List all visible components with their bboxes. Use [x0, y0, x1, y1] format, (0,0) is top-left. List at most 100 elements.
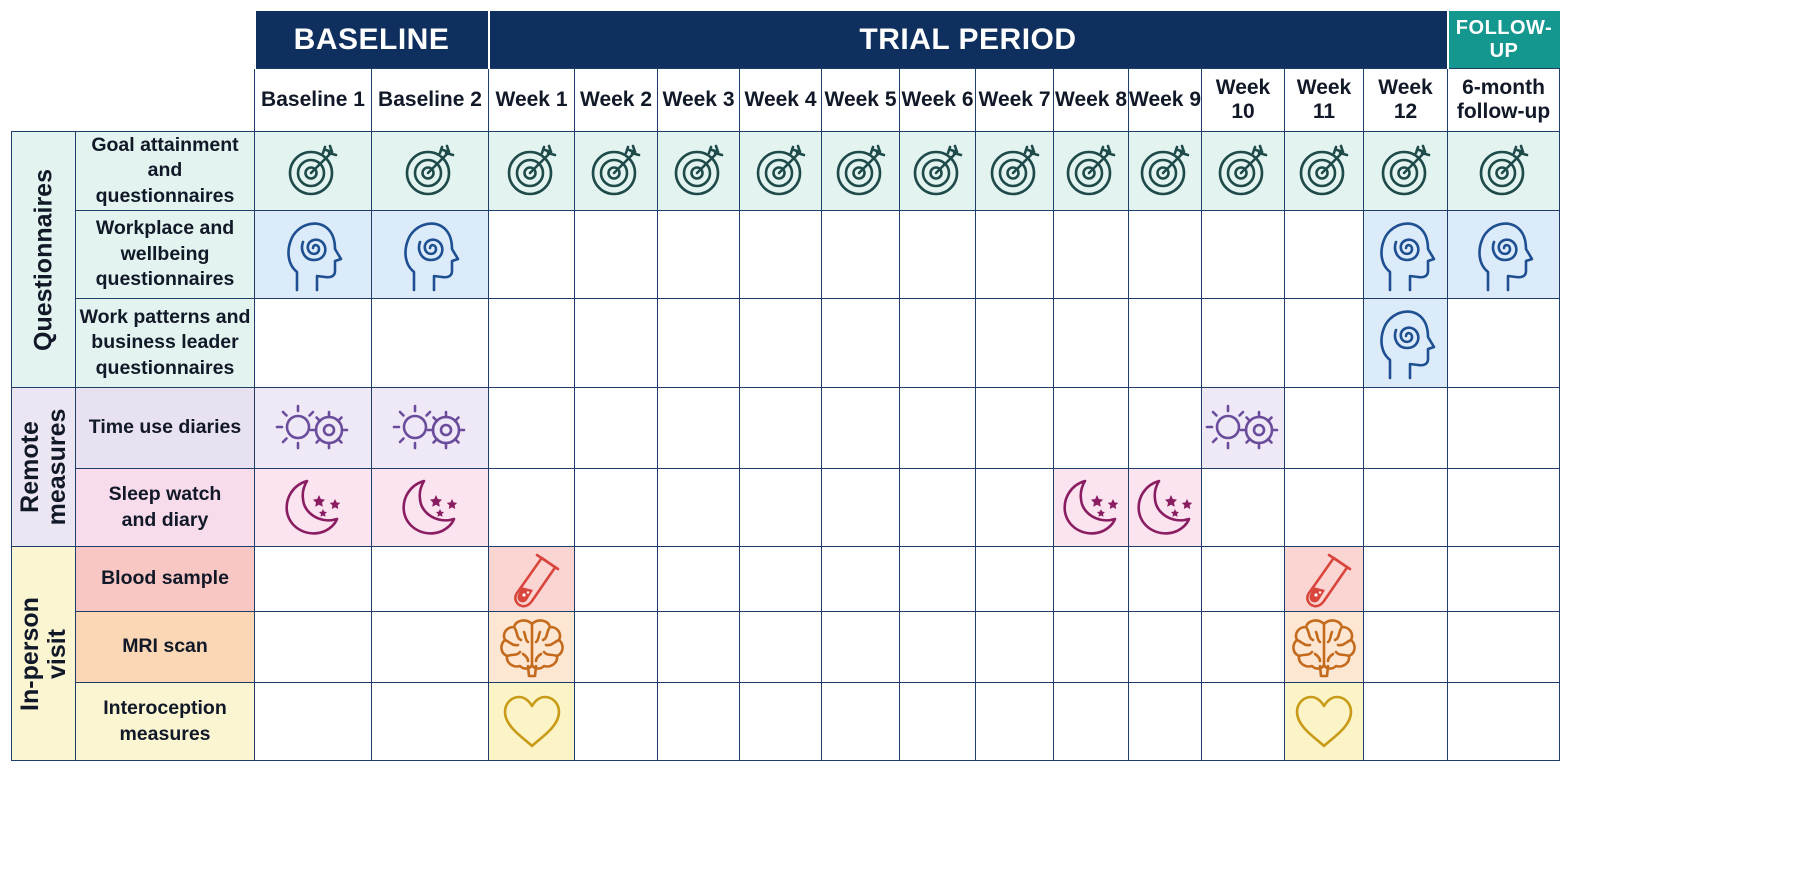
scheduled-cell	[254, 468, 372, 547]
empty-cell	[1447, 611, 1560, 683]
target-icon	[740, 144, 821, 198]
row-label: Interoception measures	[75, 682, 255, 761]
scheduled-cell	[1284, 546, 1364, 612]
scheduled-cell	[1447, 131, 1560, 211]
row-label: Sleep watch and diary	[75, 468, 255, 547]
empty-cell	[1128, 298, 1202, 388]
empty-cell	[739, 611, 822, 683]
empty-cell	[657, 611, 740, 683]
table-row: Workplace and wellbeing questionnaires	[12, 210, 1560, 299]
empty-cell	[1053, 546, 1129, 612]
empty-cell	[657, 546, 740, 612]
empty-cell	[821, 210, 900, 299]
table-row: Interoception measures	[12, 682, 1560, 761]
empty-cell	[574, 210, 658, 299]
column-header: Week 11	[1284, 68, 1364, 132]
corner-blank-2	[11, 68, 255, 132]
scheduled-cell	[1363, 131, 1448, 211]
scheduled-cell	[371, 387, 489, 469]
empty-cell	[1201, 298, 1285, 388]
target-icon	[1202, 144, 1284, 198]
scheduled-cell	[371, 468, 489, 547]
target-icon	[976, 144, 1053, 198]
empty-cell	[821, 682, 900, 761]
phase-header-row: BASELINE TRIAL PERIOD FOLLOW-UP	[11, 11, 1560, 69]
column-header: Week 8	[1053, 68, 1129, 132]
empty-cell	[1284, 468, 1364, 547]
empty-cell	[975, 387, 1054, 469]
test-tube-icon	[489, 549, 574, 609]
column-header: Week 9	[1128, 68, 1202, 132]
scheduled-cell	[899, 131, 976, 211]
empty-cell	[574, 682, 658, 761]
heart-icon	[489, 694, 574, 750]
head-spiral-icon	[1448, 216, 1559, 294]
empty-cell	[254, 611, 372, 683]
empty-cell	[1201, 468, 1285, 547]
head-spiral-icon	[372, 216, 488, 294]
head-spiral-icon	[1364, 304, 1447, 382]
scheduled-cell	[1053, 131, 1129, 211]
empty-cell	[1284, 387, 1364, 469]
empty-cell	[975, 611, 1054, 683]
empty-cell	[1363, 468, 1448, 547]
section-label-questionnaires: Questionnaires	[11, 131, 76, 388]
phase-header-baseline: BASELINE	[253, 11, 489, 69]
column-header: Week 1	[488, 68, 575, 132]
empty-cell	[1447, 387, 1560, 469]
scheduled-cell	[975, 131, 1054, 211]
moon-stars-icon	[255, 477, 371, 539]
empty-cell	[657, 682, 740, 761]
scheduled-cell	[488, 131, 575, 211]
scheduled-cell	[821, 131, 900, 211]
table-row: Sleep watch and diary	[12, 468, 1560, 547]
empty-cell	[1447, 682, 1560, 761]
empty-cell	[1128, 682, 1202, 761]
empty-cell	[574, 468, 658, 547]
column-header: Week 4	[739, 68, 822, 132]
scheduled-cell	[1284, 611, 1364, 683]
empty-cell	[739, 468, 822, 547]
empty-cell	[657, 468, 740, 547]
column-header: 6-month follow-up	[1447, 68, 1560, 132]
scheduled-cell	[1128, 468, 1202, 547]
scheduled-cell	[488, 611, 575, 683]
head-spiral-icon	[1364, 216, 1447, 294]
column-header: Baseline 2	[371, 68, 489, 132]
target-icon	[575, 144, 657, 198]
table-row: Remote measures Time use diaries	[11, 387, 1560, 547]
scheduled-cell	[739, 131, 822, 211]
corner-blank	[11, 11, 255, 69]
empty-cell	[254, 546, 372, 612]
row-label: Blood sample	[75, 546, 255, 612]
empty-cell	[739, 387, 822, 469]
scheduled-cell	[1053, 468, 1129, 547]
section-label-in-person-visit: In-person visit	[11, 546, 76, 761]
row-label: Work patterns and business leader question…	[75, 298, 255, 388]
column-header: Week 2	[574, 68, 658, 132]
empty-cell	[574, 298, 658, 388]
empty-cell	[574, 611, 658, 683]
scheduled-cell	[1363, 298, 1448, 388]
column-header-row: Baseline 1 Baseline 2 Week 1 Week 2 Week 3 We…	[11, 68, 1560, 132]
sun-gear-icon	[255, 401, 371, 455]
target-icon	[900, 144, 975, 198]
column-header: Week 7	[975, 68, 1054, 132]
scheduled-cell	[1363, 210, 1448, 299]
target-icon	[1054, 144, 1128, 198]
empty-cell	[488, 387, 575, 469]
empty-cell	[574, 546, 658, 612]
brain-icon	[489, 616, 574, 678]
empty-cell	[975, 468, 1054, 547]
empty-cell	[1053, 210, 1129, 299]
empty-cell	[1128, 210, 1202, 299]
row-label: Goal attainment and questionnaires	[75, 131, 255, 211]
heart-icon	[1285, 694, 1363, 750]
empty-cell	[739, 298, 822, 388]
empty-cell	[574, 387, 658, 469]
scheduled-cell	[488, 682, 575, 761]
empty-cell	[899, 210, 976, 299]
scheduled-cell	[1447, 210, 1560, 299]
empty-cell	[821, 611, 900, 683]
